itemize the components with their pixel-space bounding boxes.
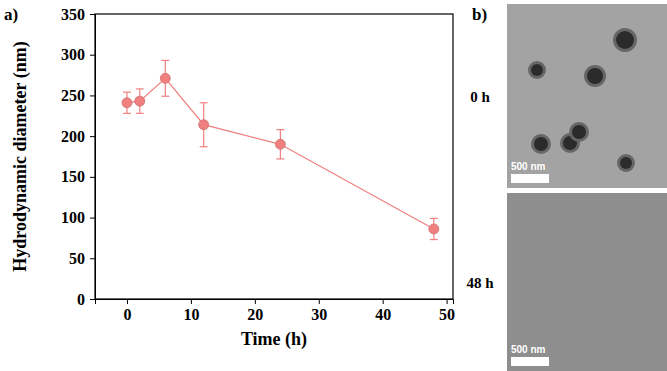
error-bar [430, 218, 438, 239]
particle-halo [617, 154, 635, 172]
y-tick-mark [90, 299, 95, 300]
error-bar-cap [123, 92, 131, 93]
y-tick-mark [90, 136, 95, 137]
x-axis-title: Time (h) [241, 329, 307, 350]
error-bar-cap [136, 88, 144, 89]
y-tick: 0 [77, 291, 95, 308]
error-bar-cap [161, 96, 169, 97]
micrograph-label: 0 h [470, 89, 490, 105]
particle-halo [613, 28, 637, 52]
y-tick-mark [90, 95, 95, 96]
panel-label: a) [4, 5, 18, 24]
x-tick-label: 10 [183, 306, 199, 323]
x-tick: 20 [247, 299, 263, 323]
scale-bar [511, 174, 549, 183]
x-tick: 10 [183, 299, 199, 323]
error-bar-cap [430, 218, 438, 219]
plot-area [122, 60, 439, 239]
particle [531, 64, 543, 76]
x-tick: 0 [123, 299, 131, 323]
particle [534, 137, 548, 151]
x-tick-mark [447, 299, 448, 304]
x-tick-mark [319, 299, 320, 304]
particle-halo [569, 122, 589, 142]
error-bar [276, 130, 284, 159]
x-axis: 0 10 20 30 40 50 [96, 299, 456, 323]
y-tick-label: 100 [61, 209, 85, 226]
error-bar-cap [430, 239, 438, 240]
y-tick-mark [90, 14, 95, 15]
x-tick: 50 [439, 299, 455, 323]
data-point [429, 224, 439, 234]
y-tick-label: 0 [77, 291, 85, 308]
data-line [127, 78, 434, 229]
data-point [199, 120, 209, 130]
particle-halo [531, 134, 551, 154]
y-axis-line [90, 15, 96, 300]
y-tick: 200 [61, 128, 95, 145]
x-tick-mark [255, 299, 256, 304]
x-tick-mark [383, 299, 384, 304]
panel-label: b) [472, 5, 487, 24]
data-point [122, 98, 132, 108]
error-bar [136, 89, 144, 113]
particle-halo [584, 65, 606, 87]
particle [620, 157, 632, 169]
y-tick-label: 150 [61, 168, 85, 185]
y-axis-title: Hydrodynamic diameter (nm) [10, 41, 31, 271]
error-bar-cap [123, 113, 131, 114]
scale-bar-label: 500 nm [511, 344, 546, 355]
y-tick-label: 250 [61, 87, 85, 104]
error-bar-cap [276, 129, 284, 130]
scale-bar-label: 500 nm [511, 161, 546, 172]
y-tick: 50 [69, 250, 95, 267]
micrograph-label: 48 h [466, 275, 494, 291]
y-tick-label: 200 [61, 128, 85, 145]
x-tick-label: 30 [311, 306, 327, 323]
x-axis-line [96, 300, 454, 305]
micrograph: 500 nm [507, 193, 667, 371]
x-tick-label: 20 [247, 306, 263, 323]
error-bar-cap [161, 60, 169, 61]
y-tick-label: 50 [69, 250, 85, 267]
figure: a) 0 10 20 30 40 50 0 50 100 150 200 250 300 350 Time (… [0, 0, 667, 371]
y-tick-mark [90, 258, 95, 259]
y-tick: 300 [61, 46, 95, 63]
error-bar [200, 103, 208, 147]
y-tick-label: 300 [61, 46, 85, 63]
data-point [135, 96, 145, 106]
micrograph: 500 nm [507, 4, 667, 188]
error-bar [161, 60, 169, 96]
error-bar-cap [276, 158, 284, 159]
error-bar-cap [200, 146, 208, 147]
x-tick-mark [127, 299, 128, 304]
particle [616, 31, 634, 49]
error-bar-cap [136, 113, 144, 114]
x-tick-label: 50 [439, 306, 455, 323]
data-point [275, 139, 285, 149]
x-tick-label: 0 [123, 306, 131, 323]
y-tick-mark [90, 218, 95, 219]
error-bar-cap [200, 102, 208, 103]
y-tick: 350 [61, 6, 95, 23]
x-tick-mark [191, 299, 192, 304]
y-tick: 100 [61, 209, 95, 226]
x-tick-label: 40 [375, 306, 391, 323]
particle [587, 68, 603, 84]
y-axis: 0 50 100 150 200 250 300 350 [61, 6, 96, 308]
micrograph-background [507, 4, 667, 188]
y-tick-label: 350 [61, 6, 85, 23]
y-tick: 150 [61, 168, 95, 185]
y-tick-mark [90, 177, 95, 178]
particle [572, 125, 586, 139]
x-tick: 30 [311, 299, 327, 323]
plot-frame [95, 14, 453, 299]
data-point [160, 73, 170, 83]
particle-halo [528, 61, 546, 79]
scale-bar [511, 357, 549, 366]
y-tick: 250 [61, 87, 95, 104]
y-tick-mark [90, 55, 95, 56]
x-tick: 40 [375, 299, 391, 323]
micrograph-background [507, 193, 667, 371]
